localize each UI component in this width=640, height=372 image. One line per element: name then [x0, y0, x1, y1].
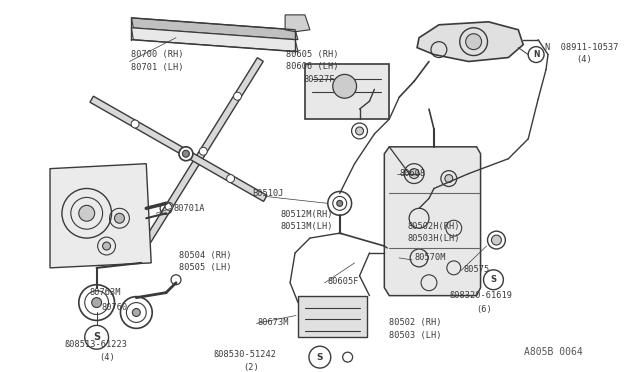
Circle shape [234, 92, 241, 100]
Text: 80505 (LH): 80505 (LH) [179, 263, 232, 272]
Polygon shape [50, 164, 151, 268]
Circle shape [199, 147, 207, 155]
Text: 80608: 80608 [399, 169, 426, 178]
Polygon shape [131, 18, 298, 40]
Text: 80673M: 80673M [257, 318, 289, 327]
Text: 80606 (LH): 80606 (LH) [286, 62, 339, 71]
Text: S: S [317, 353, 323, 362]
Circle shape [227, 174, 234, 183]
Text: (2): (2) [243, 363, 259, 372]
Polygon shape [385, 147, 481, 296]
Text: (4): (4) [576, 55, 591, 64]
Text: 80503 (LH): 80503 (LH) [389, 331, 442, 340]
Text: 80570M: 80570M [414, 253, 445, 262]
Text: 80575: 80575 [464, 265, 490, 274]
Text: 80700 (RH): 80700 (RH) [131, 50, 184, 59]
Circle shape [92, 298, 102, 308]
Circle shape [492, 235, 501, 245]
Text: 80502H(RH): 80502H(RH) [407, 222, 460, 231]
Circle shape [102, 242, 111, 250]
Polygon shape [143, 58, 263, 245]
Text: B0510J: B0510J [252, 189, 284, 198]
Text: 80513M(LH): 80513M(LH) [280, 222, 333, 231]
Text: 80605 (RH): 80605 (RH) [286, 50, 339, 59]
Text: (4): (4) [100, 353, 115, 362]
Text: 80512M(RH): 80512M(RH) [280, 210, 333, 219]
Circle shape [165, 202, 173, 210]
Text: N: N [533, 50, 540, 59]
Circle shape [183, 150, 191, 158]
Circle shape [79, 205, 95, 221]
Circle shape [131, 120, 139, 128]
Text: 80605F: 80605F [328, 277, 359, 286]
Text: 80527F: 80527F [304, 75, 335, 84]
Text: ß08513-61223: ß08513-61223 [64, 340, 127, 349]
Text: 80701A: 80701A [173, 204, 205, 213]
Text: 80502 (RH): 80502 (RH) [389, 318, 442, 327]
Circle shape [182, 150, 189, 157]
Polygon shape [131, 28, 298, 52]
Text: 80760: 80760 [102, 303, 128, 312]
Text: ß08320-61619: ß08320-61619 [449, 291, 512, 300]
Bar [305, 64, 389, 119]
Polygon shape [285, 15, 310, 32]
Text: A805B 0064: A805B 0064 [524, 347, 583, 357]
Polygon shape [417, 22, 524, 61]
Circle shape [356, 127, 364, 135]
Bar [298, 296, 367, 337]
Text: 80503H(LH): 80503H(LH) [407, 234, 460, 243]
Circle shape [409, 169, 419, 179]
Text: S: S [490, 275, 497, 284]
Circle shape [445, 174, 452, 183]
Circle shape [115, 213, 124, 223]
Circle shape [132, 308, 140, 317]
Circle shape [333, 74, 356, 98]
Text: ß08530-51242: ß08530-51242 [214, 350, 276, 359]
Polygon shape [90, 96, 267, 201]
Text: N  08911-10537: N 08911-10537 [545, 43, 618, 52]
Circle shape [466, 34, 481, 49]
Circle shape [337, 201, 342, 206]
Text: S: S [93, 332, 100, 342]
Text: 80763M: 80763M [90, 288, 121, 297]
Text: 80504 (RH): 80504 (RH) [179, 251, 232, 260]
Circle shape [179, 147, 193, 161]
Text: (6): (6) [477, 305, 492, 314]
Text: 80701 (LH): 80701 (LH) [131, 63, 184, 72]
